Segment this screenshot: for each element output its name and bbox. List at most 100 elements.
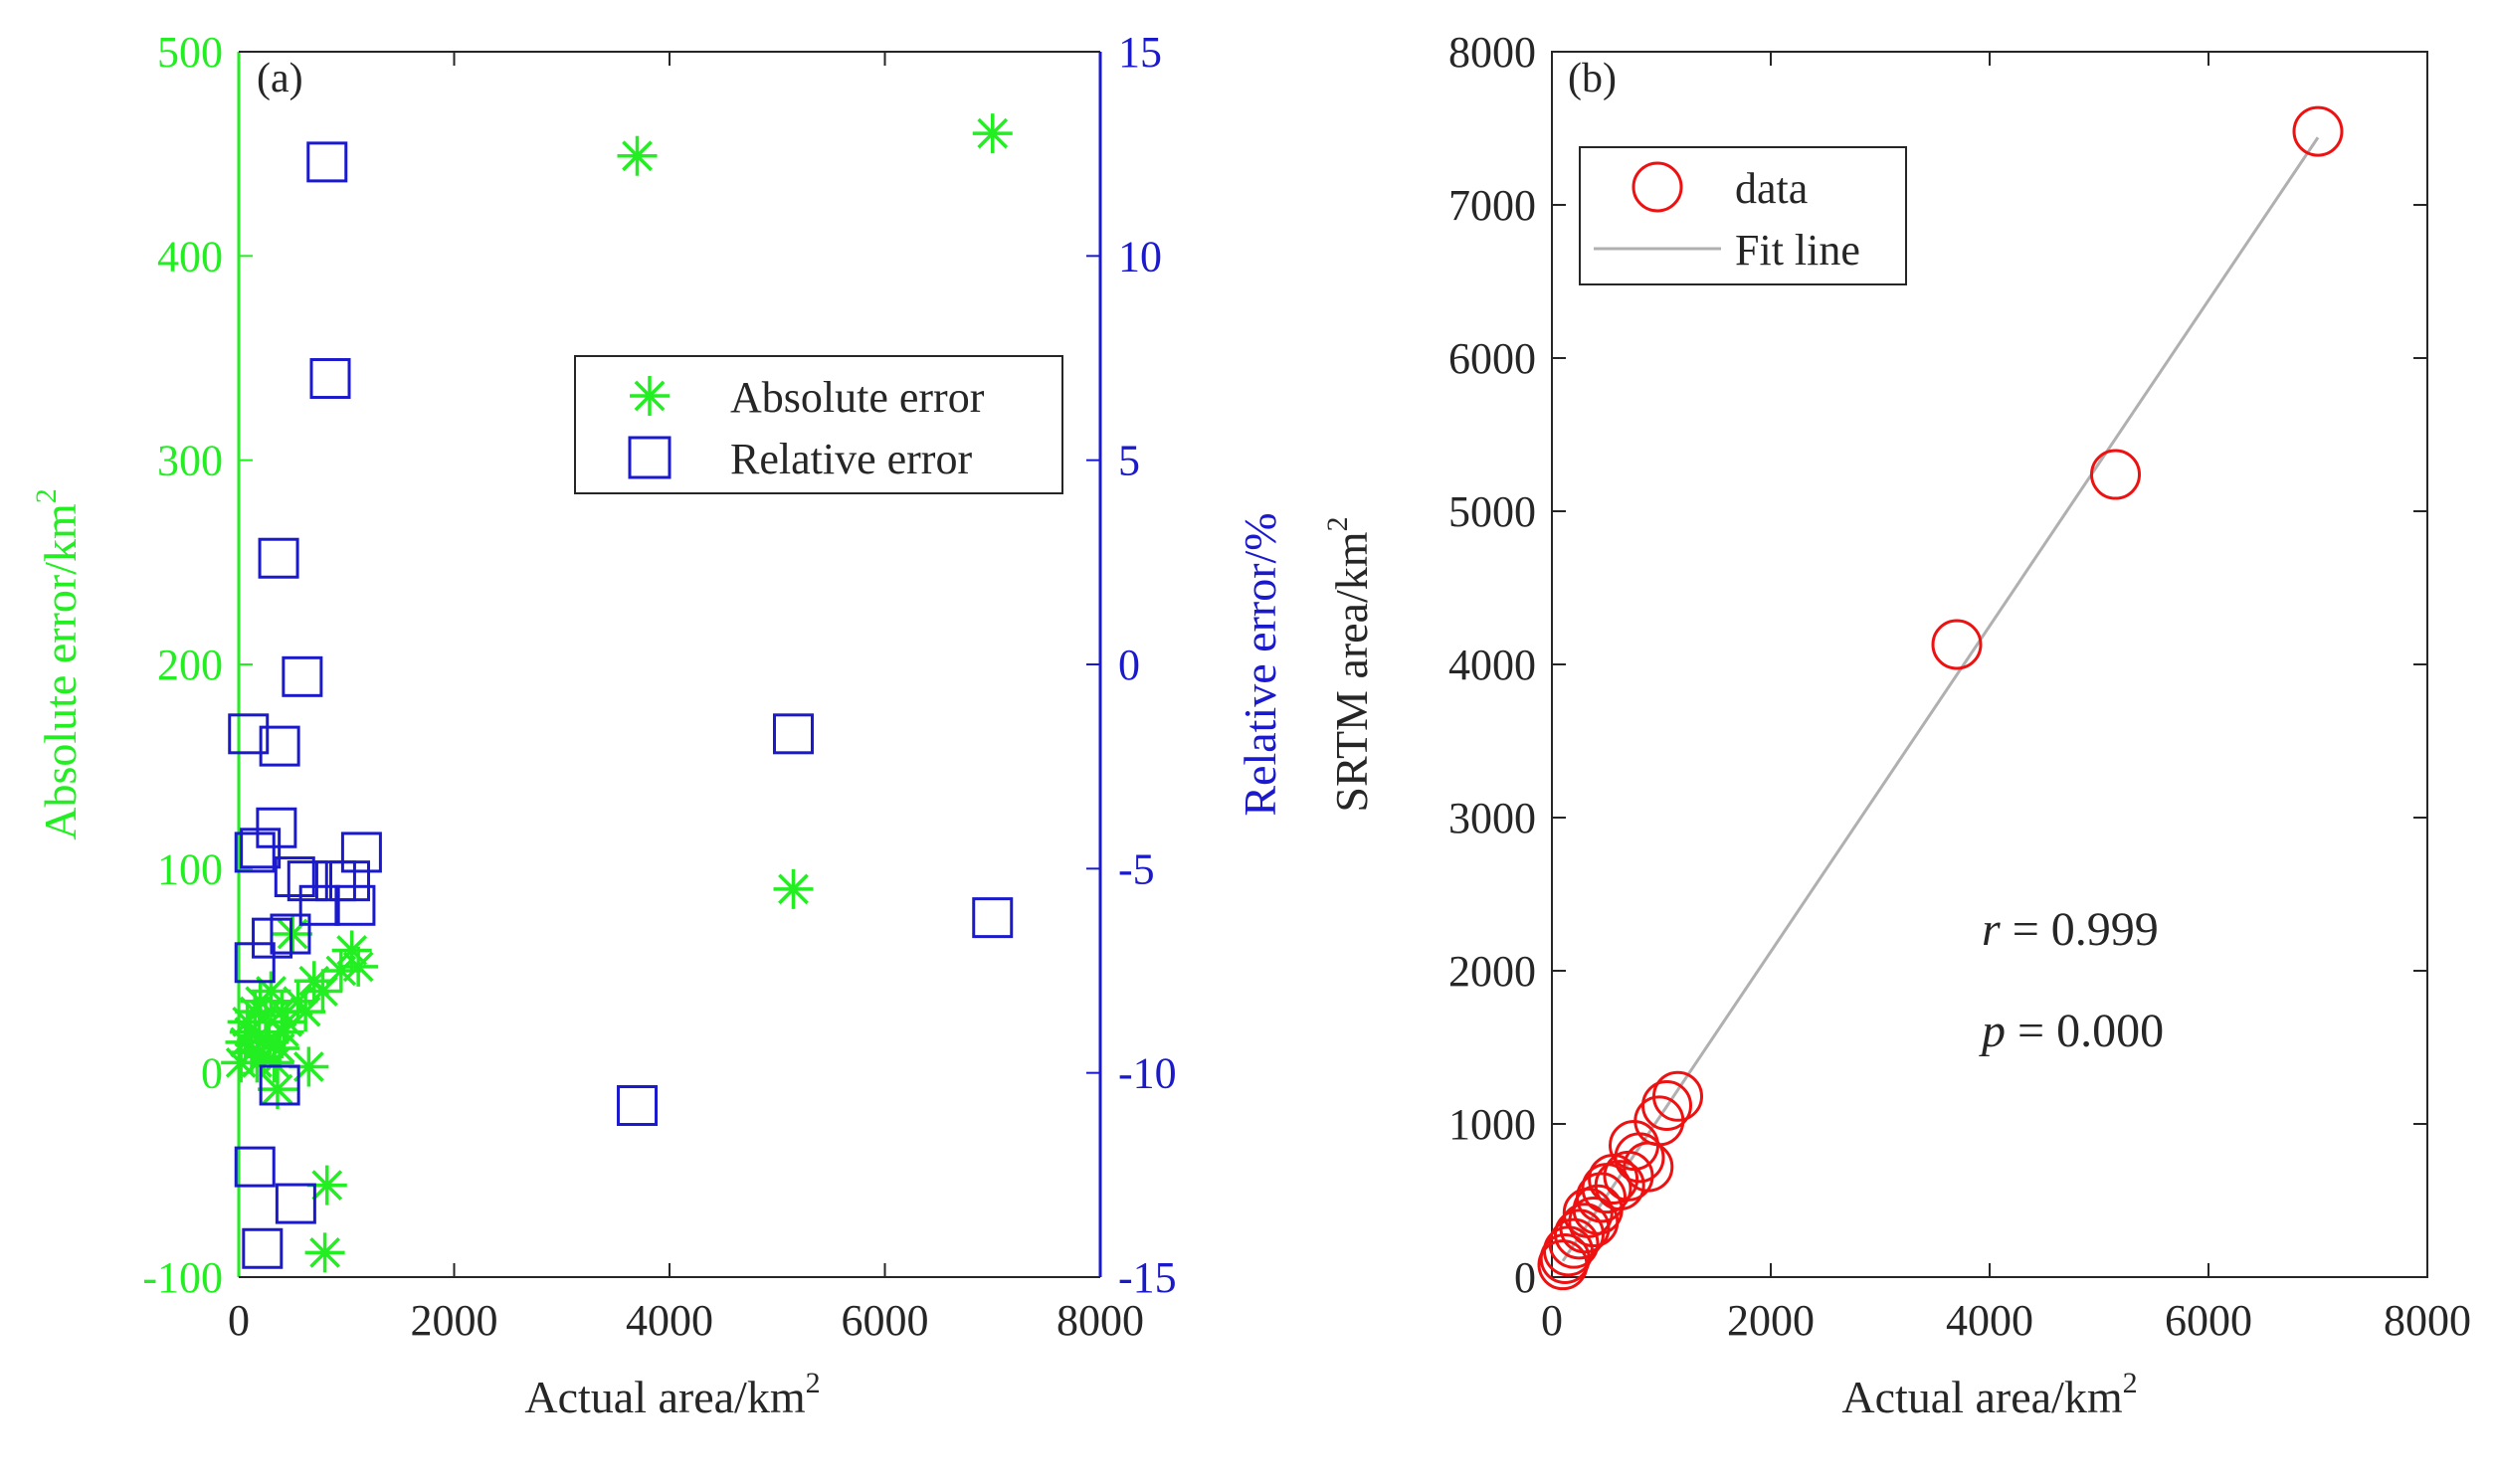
panel-a-absolute-error-point: [972, 113, 1013, 154]
panel-b-y-ticks: 0 1000 2000 3000 4000 5000 6000 7000 8000: [1448, 28, 2427, 1302]
panel-a-y-left-label-text: Absolute error/km: [35, 503, 86, 840]
panel-a-y-left-tick-label: 0: [201, 1049, 223, 1098]
panel-a-y-right-tick-label: -15: [1118, 1253, 1177, 1302]
panel-a-absolute-error-point: [286, 992, 326, 1032]
panel-b-legend-data: data: [1735, 164, 1808, 213]
panel-b-label: (b): [1568, 56, 1617, 101]
panel-a-absolute-error-series: [221, 113, 1013, 1273]
panel-b-y-label-sup: 2: [1321, 516, 1354, 531]
panel-b-y-tick-label: 6000: [1448, 334, 1536, 383]
panel-b-y-tick-label: 0: [1514, 1253, 1536, 1302]
panel-b-x-tick-label: 8000: [2384, 1296, 2471, 1345]
panel-b-x-label: Actual area/km2: [1841, 1367, 2137, 1422]
panel-b-x-tick-label: 6000: [2165, 1296, 2252, 1345]
panel-a-absolute-error-point: [257, 1069, 297, 1110]
panel-a-relative-error-point: [298, 884, 340, 926]
panel-a-legend-asterisk-marker: [630, 376, 670, 416]
panel-b-data-point: [1554, 1208, 1605, 1260]
panel-a-y-left-tick-label: 300: [157, 437, 223, 485]
panel-a-relative-error-point: [328, 860, 370, 902]
panel-b-data-series: [1537, 105, 2344, 1291]
panel-b-data-point: [1641, 1080, 1692, 1132]
panel-a-x-tick-label: 0: [228, 1296, 250, 1345]
panel-a-x-tick-label: 6000: [842, 1296, 929, 1345]
panel-a-relative-error-point: [274, 856, 315, 898]
panel-a-relative-error-point: [972, 897, 1014, 939]
panel-b-legend: data Fit line: [1579, 146, 1907, 285]
panel-a-absolute-error-point: [304, 1232, 345, 1273]
panel-a-relative-error-point: [234, 832, 276, 873]
panel-a-relative-error-point: [309, 358, 351, 400]
panel-a-relative-error-point: [772, 713, 814, 755]
panel-a-relative-error-point: [306, 141, 348, 183]
panel-a-y-right-tick-label: 0: [1118, 641, 1140, 689]
panel-b-r-symbol: r: [1982, 903, 2001, 956]
panel-a-relative-error-point: [282, 655, 323, 697]
panel-a-y-right-tick-label: 5: [1118, 437, 1140, 485]
panel-a-relative-error-point: [234, 942, 276, 984]
panel-b-r-annotation: r = 0.999: [1982, 903, 2159, 956]
panel-a-relative-error-point: [252, 917, 293, 959]
panel-a-relative-error-point: [340, 832, 382, 873]
panel-a-relative-error-point: [287, 860, 328, 902]
panel-a-absolute-error-point: [302, 971, 343, 1012]
panel-a-relative-error-series: [228, 141, 1014, 1269]
panel-b-y-tick-label: 1000: [1448, 1100, 1536, 1149]
panel-a-absolute-error-point: [251, 971, 291, 1012]
panel-a-relative-error-point: [240, 828, 282, 869]
panel-b-data-point: [1537, 1239, 1589, 1291]
panel-b-x-label-sup: 2: [2123, 1367, 2138, 1399]
panel-a-x-tick-label: 4000: [626, 1296, 713, 1345]
panel-b-x-tick-label: 2000: [1727, 1296, 1815, 1345]
panel-b-y-tick-label: 3000: [1448, 794, 1536, 842]
panel-a-relative-error-point: [228, 713, 270, 755]
panel-b-x-label-text: Actual area/km: [1841, 1372, 2122, 1422]
panel-b-y-tick-label: 2000: [1448, 947, 1536, 996]
panel-a-y-left-tick-label: -100: [142, 1253, 223, 1302]
panel-a-relative-error-point: [275, 1183, 316, 1224]
panel-a-y-right-tick-label: 15: [1118, 28, 1162, 77]
panel-a-y-right-label: Relative error/%: [1235, 512, 1285, 816]
panel-b-y-tick-label: 5000: [1448, 487, 1536, 536]
panel-a-relative-error-point: [259, 1064, 300, 1106]
panel-a-label: (a): [257, 56, 303, 101]
panel-a-absolute-error-point: [773, 868, 814, 909]
panel-a-x-tick-label: 8000: [1056, 1296, 1144, 1345]
panel-a-relative-error-point: [258, 537, 299, 579]
panel-a-absolute-error-point: [338, 946, 379, 987]
panel-b-data-point: [1568, 1197, 1620, 1248]
panel-b-y-label: SRTM area/km2: [1321, 516, 1377, 812]
panel-b-data-point: [1931, 619, 1983, 670]
panel-a-y-right-tick-label: -10: [1118, 1049, 1177, 1098]
panel-b-legend-box: [1579, 146, 1907, 285]
panel-a-y-right-tick-label: 10: [1118, 232, 1162, 280]
panel-b-data-point: [1588, 1153, 1639, 1205]
panel-a-relative-error-point: [259, 725, 300, 767]
panel-b-y-tick-label: 7000: [1448, 181, 1536, 230]
panel-a-y-right-tick-label: -5: [1118, 844, 1155, 893]
panel-b-x-tick-label: 0: [1541, 1296, 1563, 1345]
panel-a-y-left-tick-label: 400: [157, 232, 223, 280]
panel-a-x-tick-label: 2000: [411, 1296, 498, 1345]
panel-a-x-ticks: 0 2000 4000 6000 8000: [228, 52, 1144, 1345]
panel-b-fit-line: [1561, 136, 2320, 1262]
panel-a-y-left-tick-label: 500: [157, 28, 223, 77]
panel-a-absolute-error-point: [617, 135, 658, 176]
panel-a-relative-error-point: [242, 1227, 284, 1269]
panel-a-x-label-text: Actual area/km: [524, 1372, 805, 1422]
panel-a-absolute-error-point: [331, 930, 372, 971]
panel-a-legend: Absolute error Relative error: [574, 355, 1063, 494]
panel-a-left-ticks: -100 0 100 200 300 400 500: [142, 28, 253, 1302]
panel-a-y-left-label-sup: 2: [30, 488, 63, 503]
panel-b-data-point: [2090, 449, 2141, 500]
panel-b-p-annotation: p = 0.000: [1979, 1005, 2164, 1057]
panel-b-p-value: = 0.000: [2006, 1005, 2164, 1057]
panel-b-data-point: [2292, 105, 2344, 157]
panel-b-y-tick-label: 4000: [1448, 641, 1536, 689]
panel-b-x-tick-label: 4000: [1946, 1296, 2033, 1345]
panel-a-x-label-sup: 2: [806, 1367, 821, 1399]
panel-a-legend-asterisk: [630, 376, 670, 416]
panel-a-x-label: Actual area/km2: [524, 1367, 820, 1422]
